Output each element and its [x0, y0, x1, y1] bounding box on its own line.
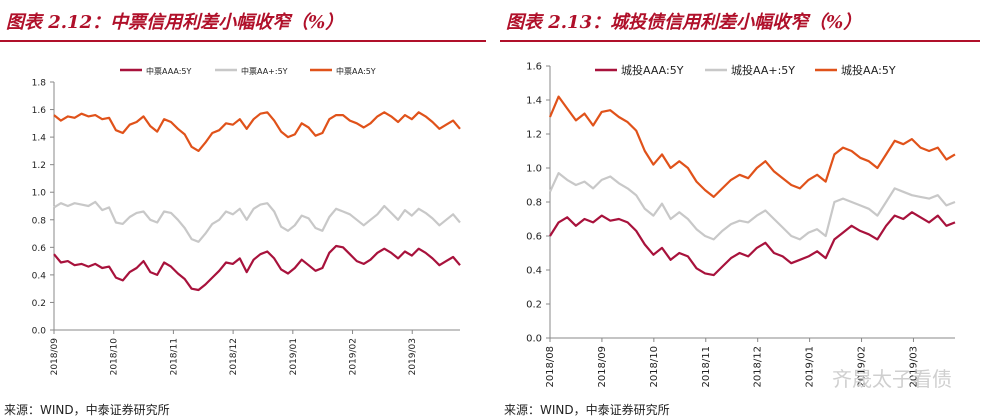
series-line	[549, 211, 956, 277]
x-tick-label: 2018/11	[169, 338, 179, 375]
figure-title: 图表 2.12：中票信用利差小幅收窄（%）	[6, 12, 344, 33]
y-tick-label: 1.2	[526, 130, 542, 141]
legend-label: 中票AA:5Y	[336, 66, 376, 76]
watermark-text: 齐晟太子看债	[832, 367, 952, 391]
x-tick-label: 2019/02	[349, 338, 359, 375]
y-tick-label: 1.2	[32, 161, 46, 171]
y-tick-label: 1.8	[32, 79, 47, 89]
legend-label: 城投AAA:5Y	[621, 63, 684, 77]
y-tick-label: 0.0	[526, 334, 542, 345]
series-line	[53, 200, 461, 243]
x-tick-label: 2018/08	[545, 346, 556, 388]
x-tick-label: 2018/09	[50, 338, 60, 376]
y-tick-label: 0.6	[32, 244, 47, 254]
x-tick-label: 2018/10	[110, 338, 120, 376]
y-tick-label: 1.0	[32, 189, 47, 199]
x-tick-label: 2018/09	[597, 346, 608, 388]
y-tick-label: 1.4	[526, 96, 542, 107]
line-chart-lgfv-spread: 0.0 0.2 0.4 0.6 0.8 1.0 1.2 1.4 1.6 2018/08 2018/0…	[526, 62, 956, 388]
x-tick-label: 2018/11	[701, 346, 712, 388]
series-line	[548, 95, 956, 198]
legend-label: 城投AA:5Y	[841, 63, 896, 77]
x-tick-label: 2019/01	[805, 346, 816, 388]
source-note: 来源：WIND，中泰证券研究所	[4, 403, 170, 417]
series-line	[53, 244, 461, 292]
figure-title: 图表 2.13：城投债信用利差小幅收窄（%）	[506, 12, 862, 33]
y-tick-label: 1.4	[32, 134, 47, 144]
x-tick-label: 2019/03	[408, 338, 418, 375]
x-tick-label: 2019/02	[857, 346, 868, 388]
source-note: 来源：WIND，中泰证券研究所	[504, 403, 670, 417]
chart-panel-right: 图表 2.13：城投债信用利差小幅收窄（%） 0.0 0.2 0.4 0.6 0.8 1.…	[500, 0, 986, 420]
x-tick-label: 2018/10	[649, 346, 660, 388]
chart-panel-left: 图表 2.12：中票信用利差小幅收窄（%） 0.0 0.2 0.4 0.6 0.8 1.0…	[0, 0, 486, 420]
x-tick-label: 2018/12	[229, 338, 239, 375]
x-tick-label: 2019/01	[289, 338, 299, 375]
y-tick-label: 0.2	[526, 300, 542, 311]
x-tick-label: 2019/03	[908, 346, 919, 388]
y-tick-label: 0.4	[526, 266, 542, 277]
y-tick-label: 1.6	[32, 106, 47, 116]
legend-label: 中票AA+:5Y	[241, 66, 288, 76]
y-tick-label: 0.0	[32, 327, 47, 337]
title-rule	[500, 40, 980, 42]
y-tick-label: 1.0	[526, 164, 542, 175]
series-line	[53, 111, 461, 153]
title-rule	[0, 40, 486, 42]
y-tick-label: 1.6	[526, 62, 542, 73]
y-tick-label: 0.2	[32, 299, 46, 309]
y-tick-label: 0.6	[526, 232, 542, 243]
series-line	[549, 171, 956, 241]
y-tick-label: 0.4	[32, 271, 47, 281]
x-tick-label: 2018/12	[753, 346, 764, 388]
line-chart-mtn-spread: 0.0 0.2 0.4 0.6 0.8 1.0 1.2 1.4 1.6 1.8 2018/09 201…	[32, 66, 461, 376]
y-tick-label: 0.8	[526, 198, 542, 209]
legend-label: 城投AA+:5Y	[731, 63, 795, 77]
legend-label: 中票AAA:5Y	[146, 66, 192, 76]
y-tick-label: 0.8	[32, 216, 47, 226]
